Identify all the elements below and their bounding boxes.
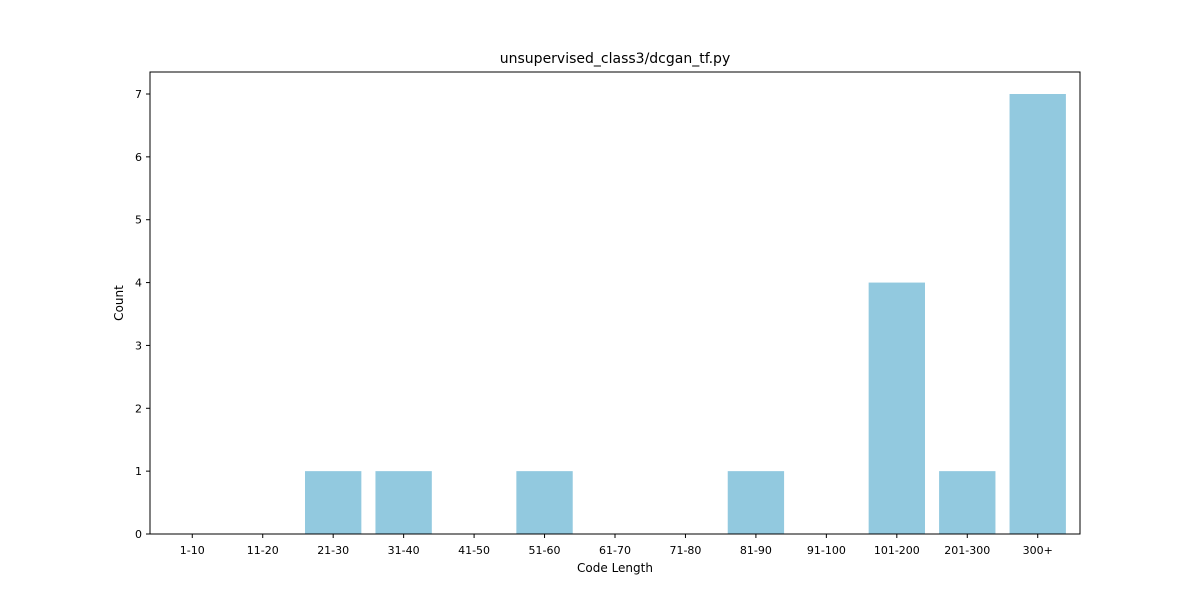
x-tick-label: 300+ [1023, 544, 1053, 557]
y-tick-label: 4 [135, 277, 142, 290]
bar-21-30 [305, 471, 362, 534]
bar-51-60 [516, 471, 573, 534]
y-tick-label: 6 [135, 151, 142, 164]
x-tick-label: 71-80 [669, 544, 701, 557]
bar-300+ [1009, 94, 1066, 534]
chart-title: unsupervised_class3/dcgan_tf.py [500, 51, 730, 67]
x-tick-label: 1-10 [180, 544, 205, 557]
x-axis-label: Code Length [577, 561, 653, 575]
y-tick-label: 7 [135, 88, 142, 101]
x-tick-label: 11-20 [247, 544, 279, 557]
x-tick-label: 91-100 [807, 544, 846, 557]
x-tick-label: 31-40 [388, 544, 420, 557]
y-axis-label: Count [112, 285, 126, 321]
y-tick-label: 5 [135, 214, 142, 227]
x-tick-label: 21-30 [317, 544, 349, 557]
x-tick-label: 101-200 [874, 544, 920, 557]
bar-81-90 [727, 471, 785, 534]
y-tick-label: 2 [135, 402, 142, 415]
bar-31-40 [375, 471, 432, 534]
y-tick-label: 1 [135, 465, 142, 478]
x-tick-label: 41-50 [458, 544, 490, 557]
bar-101-200 [868, 282, 925, 534]
x-tick-label: 81-90 [740, 544, 772, 557]
x-tick-label: 61-70 [599, 544, 631, 557]
x-tick-label: 51-60 [529, 544, 561, 557]
plot-frame [149, 71, 1081, 535]
bars-group [305, 94, 1066, 534]
y-axis: 0 1 2 3 4 5 6 7 [135, 88, 150, 541]
bar-201-300 [939, 471, 996, 534]
y-tick-label: 3 [135, 339, 142, 352]
x-axis: 1-10 11-20 21-30 31-40 41-50 51-60 61-70 71-80 8… [180, 534, 1053, 557]
x-tick-label: 201-300 [944, 544, 990, 557]
y-tick-label: 0 [135, 528, 142, 541]
